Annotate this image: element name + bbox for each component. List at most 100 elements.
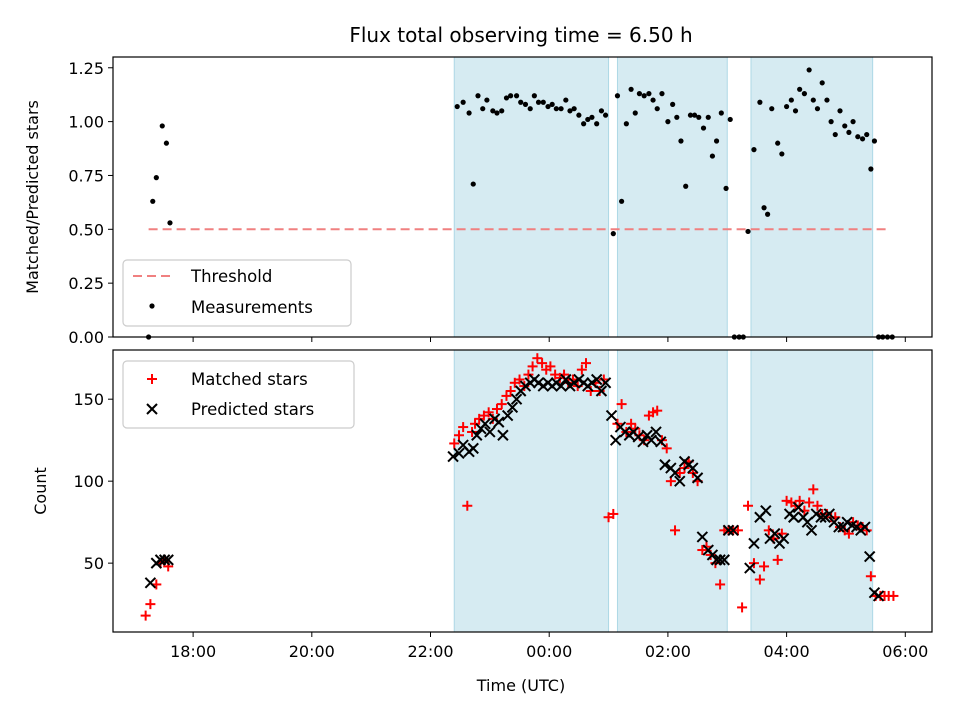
predicted-star-point bbox=[696, 531, 709, 543]
matched-star-point bbox=[527, 361, 538, 372]
measurement-point bbox=[859, 136, 866, 142]
top-highlight-spans bbox=[453, 56, 874, 338]
predicted-star-point bbox=[479, 418, 491, 430]
legend-predicted-swatch bbox=[146, 403, 158, 415]
top-panel: 0.00 0.25 0.50 0.75 1.00 1.25 Matched/Predict… bbox=[23, 56, 933, 347]
matched-star-point bbox=[523, 369, 534, 380]
legend-measurements-swatch bbox=[149, 303, 155, 309]
measurement-point bbox=[490, 108, 496, 114]
measurement-point bbox=[484, 97, 490, 103]
highlight-span bbox=[453, 349, 610, 633]
matched-star-point bbox=[781, 495, 792, 506]
bottom-x-ticks: 18:00 20:00 22:00 00:00 02:00 04:00 06:00 bbox=[170, 632, 928, 661]
matched-star-point bbox=[865, 571, 876, 582]
measurement-point bbox=[632, 110, 638, 116]
matched-star-point bbox=[754, 574, 765, 585]
measurement-point bbox=[513, 93, 520, 99]
highlight-span bbox=[750, 349, 874, 633]
measurement-point bbox=[705, 114, 711, 120]
matched-star-point bbox=[608, 508, 619, 519]
matched-star-point bbox=[545, 361, 556, 372]
predicted-star-point bbox=[823, 508, 836, 520]
predicted-star-point bbox=[805, 524, 818, 537]
predicted-star-point bbox=[792, 501, 805, 514]
measurement-point bbox=[683, 183, 689, 189]
matched-star-point bbox=[449, 438, 460, 449]
bottom-highlight-spans bbox=[453, 349, 874, 633]
predicted-star-point bbox=[769, 527, 781, 540]
measurement-point bbox=[842, 123, 848, 129]
measurement-point bbox=[765, 211, 771, 217]
matched-star-point bbox=[145, 599, 156, 610]
top-y-tick-label: 1.00 bbox=[68, 113, 104, 132]
predicted-star-point bbox=[674, 475, 686, 487]
measurement-point bbox=[466, 110, 472, 116]
measurement-point bbox=[636, 91, 643, 97]
measurement-point bbox=[723, 185, 729, 191]
measurement-point bbox=[153, 175, 159, 181]
measurement-point bbox=[470, 181, 476, 187]
matched-star-point bbox=[737, 602, 748, 613]
matched-star-point bbox=[453, 430, 464, 441]
matched-star-point bbox=[458, 422, 469, 433]
measurement-point bbox=[558, 106, 564, 112]
matched-star-point bbox=[594, 385, 605, 396]
matched-star-point bbox=[861, 525, 872, 536]
predicted-star-point bbox=[669, 467, 681, 479]
predicted-star-point bbox=[605, 409, 618, 422]
measurement-point bbox=[460, 99, 466, 105]
top-y-axis-label: Matched/Predicted stars bbox=[23, 100, 42, 294]
matched-star-point bbox=[661, 443, 672, 454]
measurement-point bbox=[665, 119, 671, 125]
predicted-star-point bbox=[501, 409, 514, 422]
measurement-point bbox=[475, 93, 481, 99]
predicted-stars-points bbox=[144, 373, 885, 602]
measurement-point bbox=[480, 106, 486, 112]
predicted-star-point bbox=[493, 416, 505, 428]
matched-star-point bbox=[491, 404, 502, 415]
measurement-point bbox=[806, 67, 812, 73]
measurement-point bbox=[709, 153, 716, 159]
measurement-point bbox=[623, 121, 629, 127]
predicted-star-point bbox=[560, 373, 572, 386]
measurement-point bbox=[769, 106, 775, 112]
predicted-star-point bbox=[162, 554, 174, 566]
measurement-point bbox=[628, 86, 634, 92]
matched-star-point bbox=[743, 500, 754, 511]
predicted-star-point bbox=[595, 385, 608, 397]
matched-star-point bbox=[670, 525, 681, 536]
x-tick-label: 20:00 bbox=[289, 642, 335, 661]
measurement-point bbox=[654, 106, 660, 112]
predicted-star-point bbox=[484, 426, 496, 438]
top-y-tick-label: 1.25 bbox=[68, 59, 104, 78]
predicted-star-point bbox=[650, 426, 662, 438]
bottom-panel: 18:00 20:00 22:00 00:00 02:00 04:00 06:00 50 10… bbox=[31, 349, 933, 695]
measurement-point bbox=[531, 93, 537, 99]
top-x-ticks bbox=[192, 337, 906, 342]
measurement-point bbox=[674, 114, 680, 120]
measurement-point bbox=[696, 114, 702, 120]
measurement-point bbox=[581, 121, 587, 127]
predicted-star-point bbox=[714, 554, 726, 566]
predicted-star-point bbox=[645, 434, 657, 446]
measurement-points bbox=[146, 67, 895, 340]
measurement-point bbox=[567, 108, 573, 114]
legend-matched-label: Matched stars bbox=[191, 370, 308, 389]
matched-star-point bbox=[576, 364, 587, 375]
predicted-star-point bbox=[833, 521, 845, 533]
measurement-point bbox=[163, 140, 170, 146]
predicted-star-point bbox=[510, 393, 523, 405]
measurement-point bbox=[646, 91, 652, 97]
top-axes-frame bbox=[112, 56, 933, 338]
matched-star-point bbox=[652, 405, 663, 416]
measurement-point bbox=[727, 116, 733, 123]
predicted-star-point bbox=[748, 537, 760, 550]
measurement-point bbox=[589, 114, 595, 120]
legend-matched-swatch bbox=[147, 374, 157, 384]
predicted-star-point bbox=[863, 550, 876, 563]
measurement-point bbox=[527, 106, 533, 112]
measurement-point bbox=[159, 123, 165, 129]
measurement-point bbox=[783, 103, 790, 110]
top-y-tick-label: 0.50 bbox=[68, 220, 104, 239]
x-tick-label: 18:00 bbox=[170, 642, 216, 661]
